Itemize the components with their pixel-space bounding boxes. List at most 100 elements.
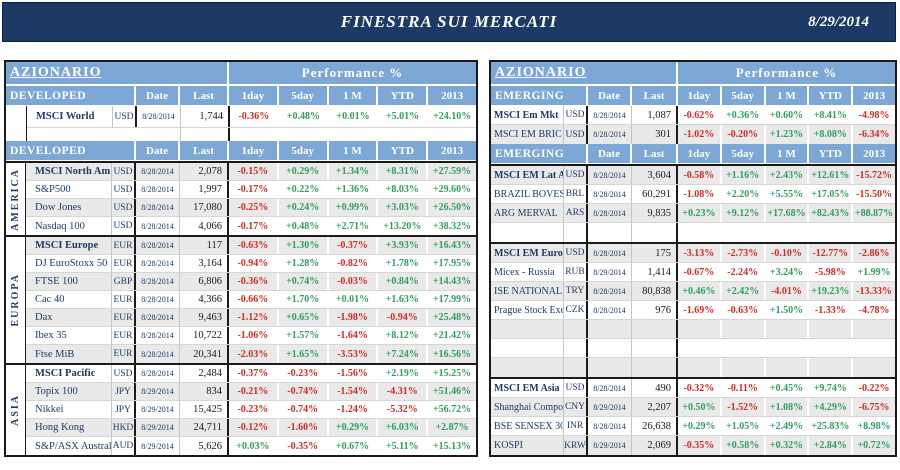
currency-code: EUR (111, 291, 136, 308)
perf-1m: +0.45% (766, 379, 810, 397)
section-rows: MSCI World USD 8/28/2014 1,744 -0.36% +0.48% +… (27, 106, 476, 141)
group-label: DEVELOPED (6, 141, 136, 160)
section-rows: MSCI Em Mkt USD 8/28/2014 1,087 -0.62% +0.36%… (491, 106, 895, 144)
instrument-name: KOSPI (494, 440, 523, 451)
section-rows: MSCI EM Lat AmUSD8/28/20143,604-0.58%+1.… (491, 166, 895, 242)
perf-2013 (853, 339, 895, 357)
perf-2013: +14.43% (432, 276, 472, 287)
instrument-name: BRAZIL BOVESP. (494, 188, 563, 200)
perf-5day: -0.74% (279, 383, 329, 400)
last-value: 301 (632, 125, 678, 144)
quote-date (588, 339, 632, 357)
table-row: MSCI World USD 8/28/2014 1,744 -0.36% +0.48% +… (27, 106, 476, 128)
region-label-text: EUROPA (10, 273, 21, 327)
perf-5day: +1.65% (279, 345, 329, 363)
last-value: 2,484 (180, 365, 229, 382)
currency-code: GBP (111, 273, 136, 290)
page-title: FINESTRA SUI MERCATI (340, 12, 558, 31)
perf-1m: +0.32% (766, 436, 810, 455)
currency-code: EUR (111, 327, 136, 344)
perf-ytd: +1.63% (378, 291, 429, 308)
perf-5day: +1.70% (279, 291, 329, 308)
quote-date: 8/28/2014 (136, 291, 180, 308)
perf-1day: -0.58% (678, 166, 722, 184)
last-value: 1,087 (632, 106, 678, 124)
perf-1m: +2.71% (329, 217, 379, 235)
currency-code: EUR (111, 309, 136, 326)
spacer-perf (230, 128, 280, 141)
region-section: MSCI EM Lat AmUSD8/28/20143,604-0.58%+1.… (491, 164, 895, 242)
region-label: EUROPA (6, 237, 26, 363)
perf-1day: -1.12% (229, 309, 279, 326)
perf-ytd: +13.20% (378, 217, 429, 235)
section-rows: MSCI Europe EUR 8/28/2014 117 -0.63% +1.30% -0… (26, 237, 476, 363)
perf-1day: -1.02% (678, 125, 722, 144)
last-value (632, 358, 678, 377)
quote-date: 8/28/2014 (136, 309, 180, 326)
perf-5day: -0.11% (722, 379, 766, 397)
region-label-text: ASIA (10, 394, 21, 426)
perf-5day: -0.20% (722, 125, 766, 144)
spacer-perf (379, 128, 429, 141)
table-row: BSE SENSEX 30 INR 8/28/2014 26,638 +0.29% +1.… (491, 417, 895, 436)
perf-1day: -1.08% (678, 185, 722, 203)
perf-2013: +17.95% (432, 258, 472, 269)
perf-1day: -0.32% (678, 379, 722, 397)
perf-1m (766, 358, 810, 377)
perf-1m: +5.55% (766, 185, 810, 203)
perf-5day: +0.24% (279, 199, 329, 216)
table-row: S&P500 USD 8/28/2014 1,997 -0.17% +0.22% +1.36… (26, 181, 476, 199)
table-row: MSCI EM Asia USD 8/28/2014 490 -0.32% -0.11% +… (491, 379, 895, 398)
col-header-perf-1: 5day (279, 141, 329, 160)
last-value: 26,638 (632, 417, 678, 435)
column-header-row: DEVELOPED Date Last 1day 5day 1 M YTD 2013 (6, 141, 476, 161)
perf-2013: +0.72% (857, 440, 891, 451)
quote-date: 8/28/2014 (137, 106, 181, 127)
quote-date: 8/28/2014 (136, 273, 180, 290)
perf-1m: -0.03% (329, 273, 379, 290)
perf-1m: +1.36% (329, 181, 379, 198)
perf-5day: +2.20% (722, 185, 766, 203)
perf-1m (766, 320, 810, 338)
last-value: 10,722 (180, 327, 229, 344)
table-title: AZIONARIO (491, 62, 678, 84)
instrument-name: Ibex 35 (35, 330, 67, 341)
perf-1day: -0.36% (229, 273, 279, 290)
currency-code: USD (563, 106, 588, 124)
perf-1day: -0.37% (229, 365, 279, 382)
group-label: EMERGING (491, 144, 588, 163)
perf-1day: +0.03% (229, 437, 279, 455)
perf-5day: +1.16% (722, 166, 766, 184)
perf-ytd: +1.78% (378, 255, 429, 272)
col-header-perf-4: 2013 (441, 144, 464, 157)
last-value: 3,604 (632, 166, 678, 184)
last-value: 24,711 (180, 419, 229, 436)
col-header-date: Date (136, 141, 180, 160)
perf-ytd: +8.03% (378, 181, 429, 198)
currency-code (563, 358, 588, 377)
last-value: 6,806 (180, 273, 229, 290)
last-value: 175 (632, 244, 678, 262)
last-value: 834 (180, 383, 229, 400)
perf-1day: -0.67% (678, 263, 722, 281)
table-row: MSCI EM EuropeUSD8/28/2014175-3.13%-2.73… (491, 244, 895, 263)
instrument-name: MSCI EM BRIC (494, 129, 562, 140)
quote-date: 8/28/2014 (136, 365, 180, 382)
table-row: MSCI Europe EUR 8/28/2014 117 -0.63% +1.30% -0… (26, 237, 476, 255)
perf-ytd (809, 358, 854, 377)
perf-2013: -4.78% (858, 304, 890, 316)
quote-date: 8/28/2014 (136, 181, 180, 198)
perf-1day: -2.03% (229, 345, 279, 363)
quote-date: 8/29/2014 (588, 398, 632, 416)
developed-equity-table: AZIONARIO Performance % DEVELOPED Date Last 1… (4, 60, 478, 457)
last-value: 117 (180, 237, 229, 254)
perf-2013: -13.33% (856, 285, 892, 297)
perf-1day: -3.13% (678, 244, 722, 262)
col-header-last: Last (632, 86, 678, 105)
perf-2013: +1.99% (857, 266, 891, 278)
col-header-perf-4: 2013 (863, 147, 886, 160)
quote-date (588, 358, 632, 377)
perf-1day: -0.17% (229, 217, 279, 235)
instrument-name (491, 223, 563, 242)
perf-1m: +1.08% (766, 398, 810, 416)
